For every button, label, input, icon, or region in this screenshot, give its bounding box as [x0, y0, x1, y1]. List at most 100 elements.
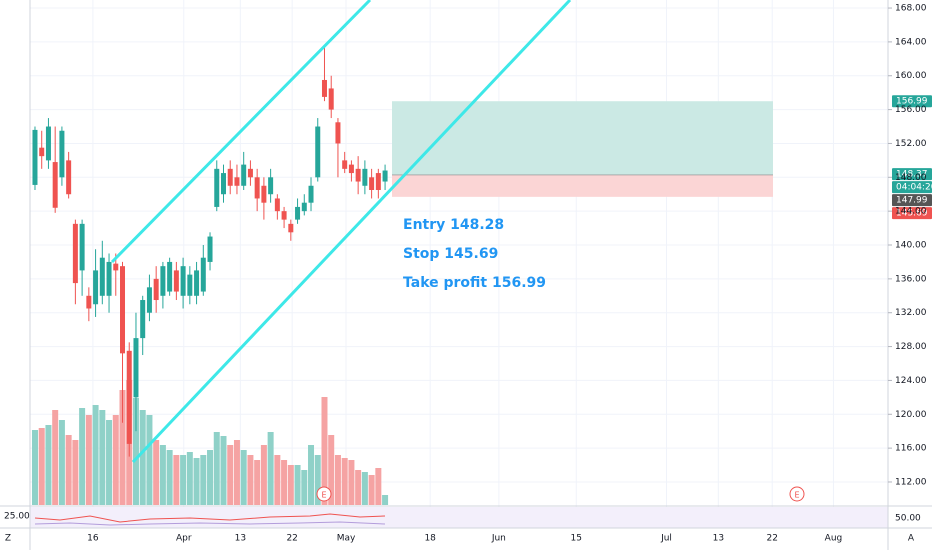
x-tick-label: 13	[713, 534, 724, 544]
volume-bar	[200, 455, 207, 505]
earnings-mark[interactable]	[789, 486, 805, 502]
candle-body	[133, 338, 139, 398]
candle-body	[187, 274, 193, 296]
volume-bar	[281, 460, 288, 505]
candle-body	[72, 223, 78, 284]
candle-body	[106, 261, 112, 296]
y-tick-label: 148.00	[895, 173, 927, 183]
volume-bar	[213, 432, 220, 505]
candle-body	[99, 257, 105, 296]
volume-bar	[173, 455, 180, 505]
indicator-line	[34, 521, 386, 526]
volume-bar	[368, 475, 375, 505]
candle-body	[59, 130, 65, 178]
volume-bar	[65, 435, 72, 505]
candle-body	[140, 300, 146, 339]
volume-bar	[92, 405, 99, 505]
candle-body	[261, 185, 267, 203]
volume-bar	[153, 440, 160, 505]
earnings-text: E	[321, 491, 326, 500]
candle-body	[160, 266, 166, 296]
price-badges: 156.99 148.37 04:04:20 147.99 145.69	[892, 95, 932, 220]
x-tick-label: 13	[235, 534, 246, 544]
target-text: Take profit 156.99	[403, 275, 546, 291]
candle-body	[180, 266, 186, 296]
candle-body	[315, 126, 321, 178]
volume-bar	[99, 410, 106, 505]
volume-bar	[328, 435, 335, 505]
volume-bar	[267, 432, 274, 505]
price-badge	[892, 95, 932, 108]
candle-body	[153, 278, 159, 301]
x-tick-label: 15	[571, 534, 582, 544]
volume-bar	[31, 430, 38, 505]
volume-bar	[247, 455, 254, 505]
price-badge-label: 147.99	[896, 196, 928, 206]
candle-body	[86, 295, 92, 309]
volume-bar	[382, 495, 389, 505]
volume-bar	[207, 450, 214, 505]
earnings-mark[interactable]	[316, 486, 332, 502]
loss-zone	[392, 174, 773, 197]
candle-body	[79, 223, 85, 271]
y-tick-label: 152.00	[895, 139, 927, 149]
candle-body	[120, 266, 126, 354]
y-tick-label: 164.00	[895, 37, 927, 47]
volume-bar	[220, 436, 227, 505]
indicator-label: 50.00	[895, 514, 921, 524]
candle-body	[52, 162, 58, 208]
candles	[32, 46, 388, 457]
channel-line	[131, 0, 572, 464]
volume-bar	[186, 452, 193, 505]
x-tick-label: Jul	[660, 534, 672, 544]
y-tick-label: 124.00	[895, 376, 927, 386]
volume-bar	[341, 458, 348, 505]
candle-body	[93, 270, 99, 305]
indicator-pane	[30, 507, 888, 528]
candle-body	[39, 147, 45, 157]
volume-bar	[193, 458, 200, 505]
indicator-line	[34, 513, 386, 523]
price-badge	[892, 168, 932, 181]
x-tick-label: Jun	[491, 534, 506, 544]
candle-body	[113, 263, 119, 271]
y-tick-label: 140.00	[895, 241, 927, 251]
entry-text: Entry 148.28	[403, 217, 504, 233]
volume-bar	[132, 398, 139, 505]
x-tick-label: Apr	[176, 534, 192, 544]
volume-bar	[233, 440, 240, 505]
candle-body	[254, 177, 260, 199]
earnings-text: E	[794, 491, 799, 500]
volume-bar	[361, 472, 368, 505]
volume-bar	[321, 397, 328, 505]
corner-label[interactable]: A	[908, 534, 915, 544]
volume-bar	[355, 470, 362, 505]
price-badge-label: 148.37	[896, 170, 928, 180]
corner-label[interactable]: Z	[5, 534, 11, 544]
x-tick-label: May	[337, 534, 356, 544]
price-badge-label: 145.69	[896, 209, 928, 219]
y-tick-label: 168.00	[895, 4, 927, 14]
volume-bar	[254, 460, 261, 505]
candle-body	[328, 88, 334, 110]
volume-bar	[240, 450, 247, 505]
candle-body	[288, 223, 294, 233]
volume-bar	[180, 455, 187, 505]
candle-body	[66, 160, 72, 195]
volume-bar	[334, 455, 341, 505]
volume-bar	[294, 465, 301, 505]
candle-body	[335, 122, 341, 144]
volume-bar	[52, 410, 59, 505]
volume-bar	[58, 420, 65, 505]
x-tick-label: 22	[286, 534, 297, 544]
volume-bar	[139, 410, 146, 505]
volume-bar	[314, 455, 321, 505]
volume-bar	[301, 470, 308, 505]
candle-body	[355, 168, 361, 182]
candle-body	[268, 177, 274, 195]
candle-body	[45, 126, 51, 161]
candle-body	[301, 202, 307, 212]
y-tick-label: 136.00	[895, 274, 927, 284]
